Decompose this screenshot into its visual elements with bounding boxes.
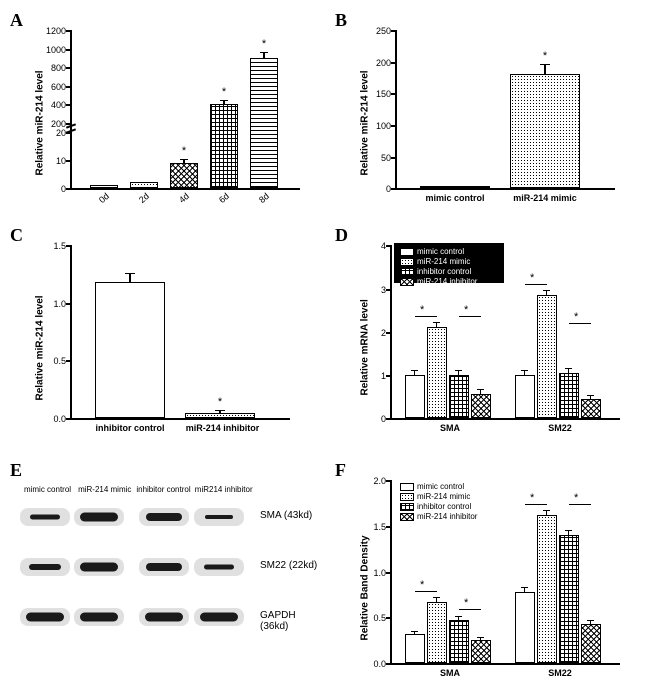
sig-star: *: [218, 86, 230, 98]
panel-f: F 0.0 0.5 1.0 1.5 2.0 mimic control miR-…: [335, 460, 635, 690]
chart-c: 0.0 0.5 1.0 1.5 * inhibitor control miR-…: [70, 245, 290, 420]
panel-c: C 0.0 0.5 1.0 1.5 * inhibitor control mi…: [10, 225, 320, 445]
bar-4d: [170, 163, 198, 188]
bar-mir214-mimic: [510, 74, 580, 188]
bar-mir214-inhibitor: [185, 413, 255, 418]
panel-b-label: B: [335, 10, 347, 31]
bar-mimic-control: [420, 186, 490, 188]
blot-row-sma: [20, 508, 244, 531]
chart-d: 0 1 2 3 4 mimic control miR-214 mimic in…: [390, 245, 620, 420]
sig-star: *: [258, 38, 270, 50]
legend: mimic control miR-214 mimic inhibitor co…: [400, 247, 477, 287]
y-axis-label: Relative miR-214 level: [35, 36, 46, 176]
panel-b: B 0 50 100 150 200 250 * mimic control m…: [335, 10, 635, 210]
legend: mimic control miR-214 mimic inhibitor co…: [400, 482, 477, 522]
blot-row-gapdh: [20, 608, 244, 631]
blot-headers: mimic control miR-214 mimic inhibitor co…: [20, 485, 253, 494]
chart-f: 0.0 0.5 1.0 1.5 2.0 mimic control miR-21…: [390, 480, 620, 665]
panel-a: A 0 10 20 200 400 600 800 1000 1200: [10, 10, 320, 210]
panel-a-label: A: [10, 10, 23, 31]
bar-inhibitor-control: [95, 282, 165, 418]
bar-8d: [250, 58, 278, 188]
sig-star: *: [178, 145, 190, 157]
chart-a: 0 10 20 200 400 600 800 1000 1200 * * *: [70, 30, 300, 190]
chart-b: 0 50 100 150 200 250 * mimic control miR…: [395, 30, 615, 190]
panel-e: E mimic control miR-214 mimic inhibitor …: [10, 460, 320, 680]
blot-row-sm22: [20, 558, 244, 581]
y-axis: [70, 30, 72, 190]
panel-d: D 0 1 2 3 4 mimic control miR-214 mimic …: [335, 225, 635, 445]
bar-6d: [210, 104, 238, 188]
